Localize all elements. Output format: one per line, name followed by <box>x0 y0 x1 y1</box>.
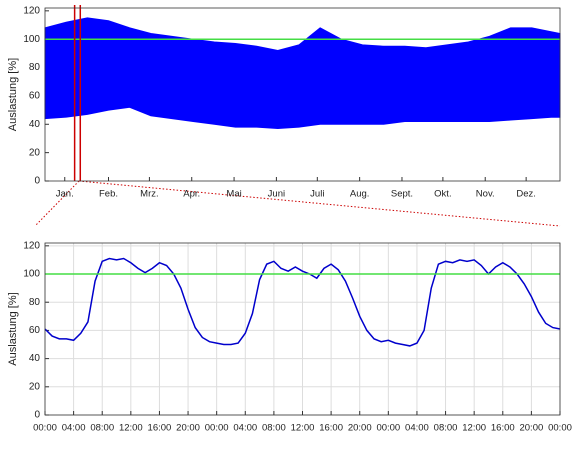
plot-frame <box>44 242 561 416</box>
y-tick-label: 0 <box>34 410 40 421</box>
x-tick-label: Nov. <box>476 189 495 200</box>
zoom-connector <box>78 180 561 227</box>
x-tick-label: 20:00 <box>519 423 543 434</box>
y-tick-label: 0 <box>34 176 40 187</box>
y-axis-label: Auslastung [%] <box>7 292 19 365</box>
x-tick-label: 08:00 <box>262 423 286 434</box>
x-tick-label: 00:00 <box>548 423 572 434</box>
x-tick-label: Mrz. <box>140 189 158 200</box>
x-tick-label: Sept. <box>391 189 413 200</box>
x-tick-label: Okt. <box>434 189 451 200</box>
x-tick-label: 12:00 <box>119 423 143 434</box>
x-tick-label: 00:00 <box>205 423 229 434</box>
y-tick-label: 120 <box>23 240 40 251</box>
x-tick-label: 00:00 <box>33 423 57 434</box>
y-tick-label: 80 <box>29 62 41 73</box>
y-tick-label: 20 <box>29 147 41 158</box>
x-tick-label: Aug. <box>350 189 370 200</box>
x-tick-label: 04:00 <box>405 423 429 434</box>
range-area <box>44 17 561 130</box>
x-tick-label: 16:00 <box>319 423 343 434</box>
y-tick-label: 100 <box>23 34 40 45</box>
y-tick-label: 40 <box>29 119 41 130</box>
y-tick-label: 40 <box>29 353 41 364</box>
x-tick-label: Juli <box>310 189 324 200</box>
x-tick-label: 08:00 <box>434 423 458 434</box>
x-tick-label: Juni <box>268 189 285 200</box>
x-tick-label: 04:00 <box>233 423 257 434</box>
y-tick-label: 60 <box>29 325 41 336</box>
x-tick-label: 12:00 <box>462 423 486 434</box>
x-tick-label: 08:00 <box>90 423 114 434</box>
x-tick-label: 00:00 <box>376 423 400 434</box>
x-tick-label: Mai <box>226 189 241 200</box>
y-tick-label: 120 <box>23 5 40 16</box>
x-tick-label: Jan. <box>56 189 74 200</box>
x-tick-label: 20:00 <box>176 423 200 434</box>
x-tick-label: Apr. <box>183 189 200 200</box>
y-axis-label: Auslastung [%] <box>7 58 19 131</box>
x-tick-label: Feb. <box>99 189 118 200</box>
x-tick-label: 20:00 <box>348 423 372 434</box>
plot-frame <box>44 7 561 182</box>
y-tick-label: 100 <box>23 269 40 280</box>
x-tick-label: 16:00 <box>148 423 172 434</box>
x-tick-label: 16:00 <box>491 423 515 434</box>
y-tick-label: 20 <box>29 381 41 392</box>
x-tick-label: 04:00 <box>62 423 86 434</box>
y-tick-label: 80 <box>29 297 41 308</box>
data-line <box>44 257 561 347</box>
x-tick-label: Dez. <box>516 189 536 200</box>
y-tick-label: 60 <box>29 91 41 102</box>
x-tick-label: 12:00 <box>291 423 315 434</box>
